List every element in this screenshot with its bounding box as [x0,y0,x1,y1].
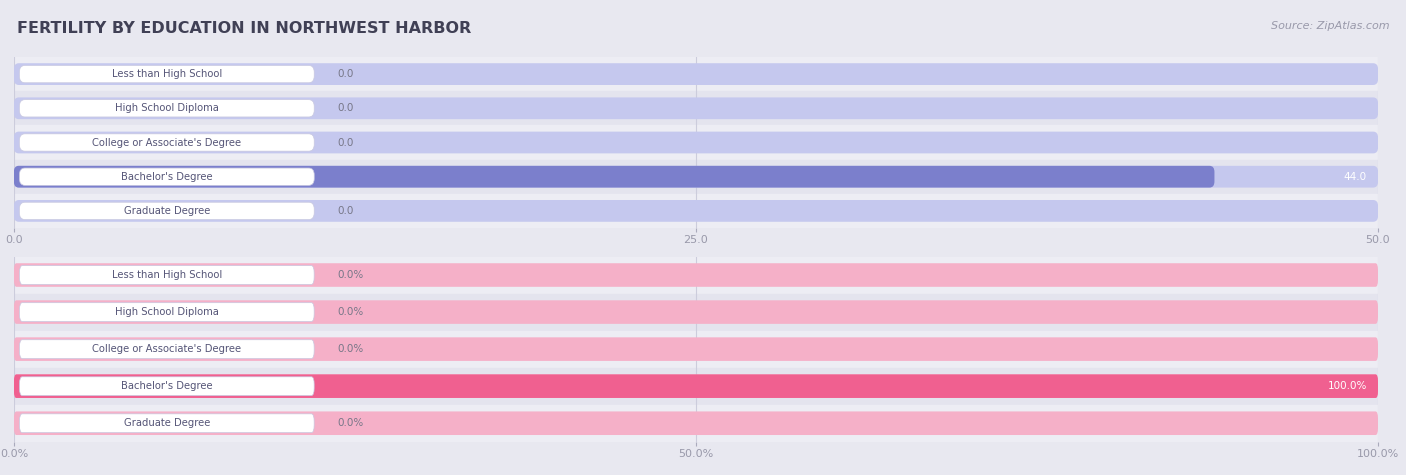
Text: FERTILITY BY EDUCATION IN NORTHWEST HARBOR: FERTILITY BY EDUCATION IN NORTHWEST HARB… [17,21,471,37]
FancyBboxPatch shape [20,168,314,185]
Text: Less than High School: Less than High School [111,69,222,79]
Text: College or Associate's Degree: College or Associate's Degree [93,344,242,354]
FancyBboxPatch shape [14,97,1378,119]
Bar [14,405,1378,442]
Text: High School Diploma: High School Diploma [115,103,219,114]
Text: 0.0%: 0.0% [337,418,364,428]
Bar [14,294,1378,331]
FancyBboxPatch shape [20,377,314,396]
Text: Less than High School: Less than High School [111,270,222,280]
Text: 0.0%: 0.0% [337,270,364,280]
FancyBboxPatch shape [20,100,314,117]
FancyBboxPatch shape [14,337,1378,361]
FancyBboxPatch shape [20,414,314,433]
Text: 0.0: 0.0 [337,206,354,216]
Bar [14,57,1378,91]
Text: 0.0: 0.0 [337,137,354,148]
FancyBboxPatch shape [14,200,1378,222]
FancyBboxPatch shape [20,303,314,322]
FancyBboxPatch shape [14,411,1378,435]
Text: 0.0: 0.0 [337,69,354,79]
Text: High School Diploma: High School Diploma [115,307,219,317]
FancyBboxPatch shape [20,134,314,151]
FancyBboxPatch shape [14,166,1215,188]
Text: 100.0%: 100.0% [1327,381,1367,391]
FancyBboxPatch shape [14,374,1378,398]
Bar [14,256,1378,294]
FancyBboxPatch shape [20,266,314,285]
Text: Source: ZipAtlas.com: Source: ZipAtlas.com [1271,21,1389,31]
Bar [14,125,1378,160]
FancyBboxPatch shape [14,263,1378,287]
Bar [14,91,1378,125]
Text: College or Associate's Degree: College or Associate's Degree [93,137,242,148]
FancyBboxPatch shape [14,300,1378,324]
Text: Bachelor's Degree: Bachelor's Degree [121,171,212,182]
FancyBboxPatch shape [20,66,314,83]
Text: Bachelor's Degree: Bachelor's Degree [121,381,212,391]
FancyBboxPatch shape [14,63,1378,85]
FancyBboxPatch shape [20,202,314,219]
FancyBboxPatch shape [20,340,314,359]
Text: 0.0: 0.0 [337,103,354,114]
FancyBboxPatch shape [14,132,1378,153]
Bar [14,368,1378,405]
Bar [14,160,1378,194]
FancyBboxPatch shape [14,374,1378,398]
Bar [14,194,1378,228]
Text: Graduate Degree: Graduate Degree [124,418,209,428]
FancyBboxPatch shape [14,166,1378,188]
Text: 0.0%: 0.0% [337,307,364,317]
Text: 0.0%: 0.0% [337,344,364,354]
Text: Graduate Degree: Graduate Degree [124,206,209,216]
Text: 44.0: 44.0 [1344,171,1367,182]
Bar [14,331,1378,368]
